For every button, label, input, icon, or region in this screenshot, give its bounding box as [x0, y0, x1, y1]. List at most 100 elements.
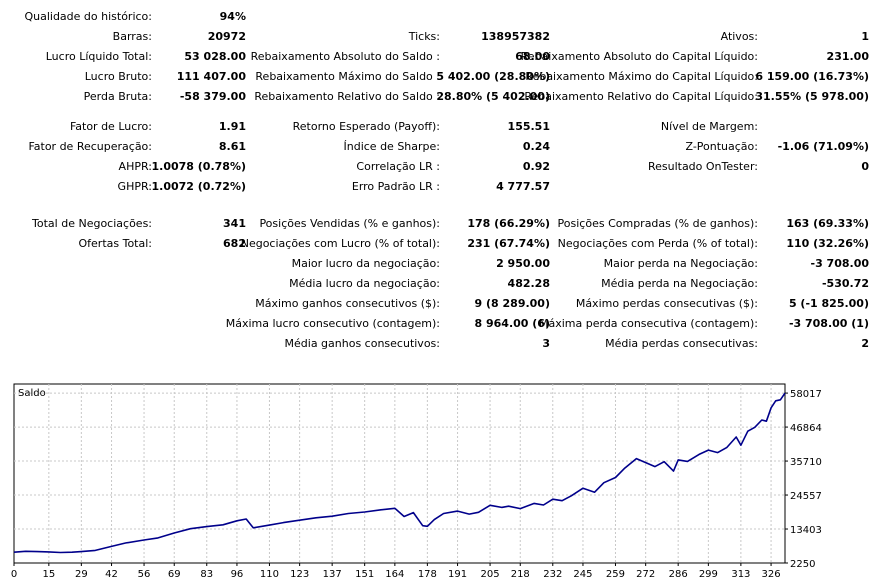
stat-label: Total de Negociações: [32, 217, 152, 230]
stat-value: 8 964.00 (6) [474, 317, 550, 330]
x-tick-label: 110 [260, 569, 279, 580]
stat-label: Correlação LR : [356, 160, 440, 173]
stat-value: 3 [542, 337, 550, 350]
plot-frame [13, 383, 786, 564]
x-tick-label: 123 [290, 569, 309, 580]
y-tick-label: 58017 [790, 389, 822, 400]
stat-value: 1.0078 (0.78%) [151, 160, 247, 173]
stat-label: Fator de Recuperação: [28, 140, 152, 153]
stat-value: -1.06 (71.09%) [777, 140, 869, 153]
stat-label: Índice de Sharpe: [343, 140, 441, 153]
stat-value: 0.24 [522, 140, 550, 153]
stat-value: -3 708.00 [810, 257, 870, 270]
x-tick-label: 245 [573, 569, 592, 580]
stat-label: Posições Compradas (% de ganhos): [557, 217, 758, 230]
x-tick-label: 272 [636, 569, 655, 580]
stat-label: Maior lucro da negociação: [291, 257, 440, 270]
x-tick-label: 164 [385, 569, 404, 580]
stat-value: 163 (69.33%) [786, 217, 869, 230]
stat-label: Resultado OnTester: [647, 160, 758, 173]
chart-title: Saldo [18, 388, 46, 399]
x-tick-label: 205 [481, 569, 500, 580]
stat-value: 138957382 [481, 30, 550, 43]
stat-label: Máximo perdas consecutivas ($): [575, 297, 758, 310]
x-tick-label: 178 [418, 569, 437, 580]
stat-value: 1.0072 (0.72%) [151, 180, 247, 193]
stat-label: AHPR: [118, 160, 152, 173]
stat-label: Ativos: [720, 30, 758, 43]
stat-label: GHPR: [117, 180, 152, 193]
x-tick-label: 96 [231, 569, 244, 580]
x-tick-label: 56 [138, 569, 151, 580]
stat-label: Rebaixamento Absoluto do Saldo : [250, 50, 440, 63]
stat-label: Rebaixamento Relativo do Saldo : [254, 90, 440, 103]
stat-label: Ticks: [408, 30, 440, 43]
stat-label: Posições Vendidas (% e ganhos): [259, 217, 440, 230]
stat-value: 8.61 [218, 140, 246, 153]
stat-label: Rebaixamento Relativo do Capital Líquido… [524, 90, 758, 103]
stat-label: Qualidade do histórico: [24, 10, 152, 23]
x-tick-label: 83 [200, 569, 213, 580]
stat-value: 482.28 [507, 277, 550, 290]
stat-value: 9 (8 289.00) [474, 297, 550, 310]
stat-value: 178 (66.29%) [467, 217, 550, 230]
stat-label: Rebaixamento Máximo do Saldo : [255, 70, 440, 83]
x-tick-label: 151 [355, 569, 374, 580]
x-tick-label: 42 [105, 569, 118, 580]
stat-value: 94% [219, 10, 246, 23]
stat-label: Nível de Margem: [660, 120, 758, 133]
stat-value: 68.00 [515, 50, 550, 63]
stat-label: Fator de Lucro: [69, 120, 152, 133]
stat-label: Lucro Líquido Total: [45, 50, 152, 63]
stat-label: Lucro Bruto: [84, 70, 152, 83]
stat-value: 1 [861, 30, 869, 43]
x-tick-label: 218 [511, 569, 530, 580]
statistics-panel: Qualidade do histórico: 94% Barras: 20972 Lu… [24, 10, 870, 350]
x-tick-label: 15 [42, 569, 55, 580]
x-tick-label: 191 [448, 569, 467, 580]
stat-label: Média perdas consecutivas: [605, 337, 758, 350]
x-tick-label: 259 [606, 569, 625, 580]
stat-value: 53 028.00 [184, 50, 246, 63]
stat-value: 20972 [207, 30, 246, 43]
x-tick-label: 326 [762, 569, 781, 580]
stat-label: Rebaixamento Máximo do Capital Líquido: [525, 70, 758, 83]
stat-value: 2 [861, 337, 869, 350]
stat-label: Negociações com Perda (% of total): [557, 237, 758, 250]
stat-value: 682 [223, 237, 246, 250]
stat-label: Média perda na Negociação: [601, 277, 758, 290]
stat-value: -58 379.00 [179, 90, 246, 103]
y-tick-label: 46864 [790, 423, 822, 434]
stat-value: 2 950.00 [496, 257, 550, 270]
x-tick-label: 232 [543, 569, 562, 580]
stat-label: Média ganhos consecutivos: [284, 337, 440, 350]
stat-label: Erro Padrão LR : [351, 180, 440, 193]
balance-chart: 0 15 29 42 56 69 83 96 110 123 137 151 164 178 191 205 2… [11, 383, 822, 580]
stat-value: 0 [861, 160, 869, 173]
stat-value: 6 159.00 (16.73%) [755, 70, 869, 83]
stat-value: -3 708.00 (1) [788, 317, 869, 330]
stat-value: 111 407.00 [176, 70, 246, 83]
y-tick-label: 2250 [790, 559, 815, 570]
x-tick-label: 299 [699, 569, 718, 580]
stat-value: 28.80% (5 402.00) [436, 90, 550, 103]
stat-value: 5 402.00 (28.80%) [436, 70, 550, 83]
x-tick-label: 313 [731, 569, 750, 580]
stat-label: Negociações com Lucro (% of total): [240, 237, 440, 250]
y-tick-label: 13403 [790, 525, 822, 536]
stat-value: 5 (-1 825.00) [788, 297, 869, 310]
stat-label: Ofertas Total: [78, 237, 153, 250]
stat-label: Rebaixamento Absoluto do Capital Líquido… [520, 50, 758, 63]
stat-label: Máxima perda consecutiva (contagem): [539, 317, 758, 330]
stat-value: 0.92 [522, 160, 550, 173]
x-tick-label: 69 [168, 569, 181, 580]
stat-label: Perda Bruta: [83, 90, 152, 103]
stat-label: Retorno Esperado (Payoff): [292, 120, 440, 133]
x-tick-label: 286 [669, 569, 688, 580]
y-tick-label: 35710 [790, 457, 822, 468]
stat-value: 231.00 [826, 50, 869, 63]
x-tick-label: 0 [11, 569, 17, 580]
x-tick-label: 137 [323, 569, 342, 580]
stat-value: 110 (32.26%) [786, 237, 869, 250]
stat-label: Maior perda na Negociação: [603, 257, 758, 270]
